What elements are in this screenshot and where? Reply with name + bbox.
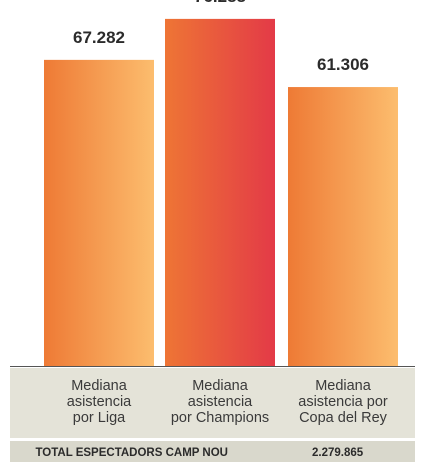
bar-value-label-3: 61.306 — [317, 55, 369, 74]
total-label: TOTAL ESPECTADORS CAMP NOU — [35, 447, 228, 459]
category-label-3: Mediana asistencia por Copa del Rey — [298, 378, 388, 426]
category-label-band — [10, 368, 415, 438]
bar-3 — [288, 87, 398, 366]
category-label-1: Mediana asistencia por Liga — [67, 378, 132, 426]
total-value: 2.279.865 — [312, 447, 364, 459]
bar-value-label-2: 76.288 — [194, 0, 246, 6]
bar-2 — [165, 18, 275, 367]
bar-1 — [44, 59, 154, 366]
total-band — [10, 441, 415, 462]
bar-value-label-1: 67.282 — [73, 28, 125, 47]
category-label-2: Mediana asistencia por Champions — [171, 378, 269, 426]
